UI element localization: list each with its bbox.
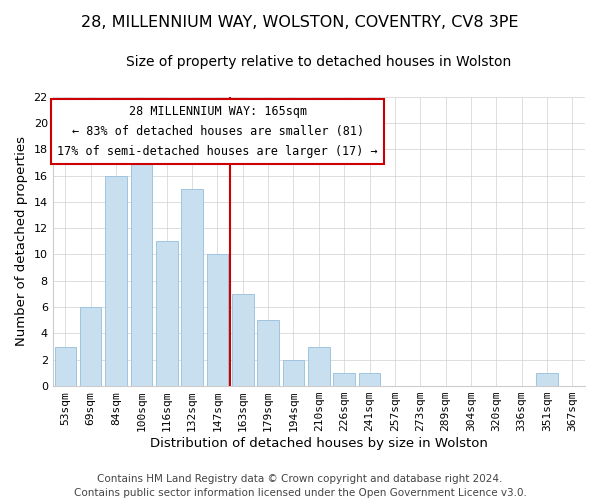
Bar bbox=[105, 176, 127, 386]
Bar bbox=[283, 360, 304, 386]
Bar bbox=[232, 294, 254, 386]
Text: 28 MILLENNIUM WAY: 165sqm
← 83% of detached houses are smaller (81)
17% of semi-: 28 MILLENNIUM WAY: 165sqm ← 83% of detac… bbox=[58, 105, 378, 158]
Text: 28, MILLENNIUM WAY, WOLSTON, COVENTRY, CV8 3PE: 28, MILLENNIUM WAY, WOLSTON, COVENTRY, C… bbox=[81, 15, 519, 30]
Bar bbox=[55, 346, 76, 386]
Bar bbox=[156, 242, 178, 386]
Bar bbox=[359, 373, 380, 386]
Bar bbox=[334, 373, 355, 386]
Bar bbox=[206, 254, 228, 386]
Text: Contains HM Land Registry data © Crown copyright and database right 2024.
Contai: Contains HM Land Registry data © Crown c… bbox=[74, 474, 526, 498]
Bar bbox=[308, 346, 329, 386]
Bar bbox=[131, 149, 152, 386]
Bar bbox=[181, 188, 203, 386]
X-axis label: Distribution of detached houses by size in Wolston: Distribution of detached houses by size … bbox=[150, 437, 488, 450]
Y-axis label: Number of detached properties: Number of detached properties bbox=[15, 136, 28, 346]
Bar bbox=[80, 307, 101, 386]
Title: Size of property relative to detached houses in Wolston: Size of property relative to detached ho… bbox=[126, 55, 511, 69]
Bar bbox=[257, 320, 279, 386]
Bar bbox=[536, 373, 558, 386]
